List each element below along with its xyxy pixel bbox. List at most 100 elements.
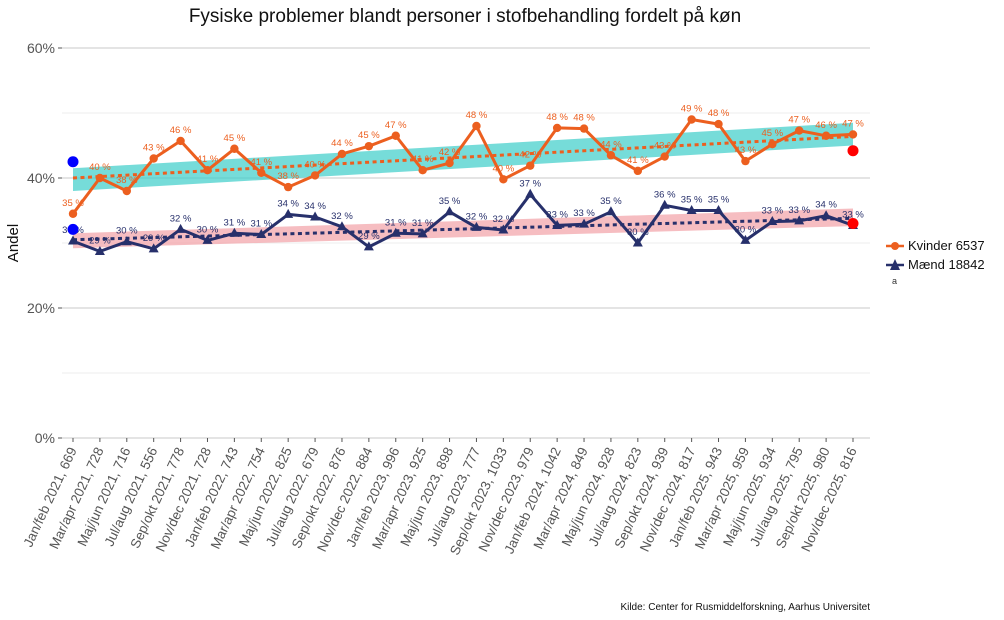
data-label-0-19: 48 % [573,113,595,124]
data-label-1-13: 31 % [412,218,434,229]
point-0-11 [364,141,374,151]
point-0-7 [257,168,266,177]
data-label-1-26: 33 % [761,206,783,217]
data-label-1-19: 33 % [573,208,595,219]
y-tick-label-0: 0% [35,430,55,446]
point-1-1 [94,245,105,255]
point-0-20 [606,151,616,160]
data-label-0-16: 40 % [493,163,515,174]
source-note: Kilde: Center for Rusmiddelforskning, Aa… [620,602,870,613]
point-0-15 [472,121,481,131]
point-0-5 [203,166,212,175]
data-label-0-24: 48 % [708,108,730,119]
legend-label-kvinder: Kvinder 6537 [908,238,985,253]
point-1-13 [417,228,428,238]
data-label-0-0: 35 % [62,198,84,209]
point-1-20 [605,206,616,216]
data-label-1-12: 31 % [385,217,407,228]
point-1-16 [498,224,509,234]
legend-note: a [892,276,898,286]
y-tick-label-20: 20% [27,300,55,316]
data-label-1-2: 30 % [116,226,138,237]
point-0-1 [95,173,105,183]
y-tick-label-40: 40% [27,170,55,186]
trend-lines [72,134,854,242]
point-1-22 [659,199,670,209]
data-label-1-25: 30 % [735,224,757,235]
legend-circle-icon [886,241,904,250]
grid-lines [62,47,870,439]
point-1-7 [256,229,267,239]
point-0-8 [283,182,293,192]
data-label-1-17: 37 % [519,178,541,189]
data-label-1-4: 32 % [170,213,192,224]
highlight-point-3 [847,218,859,229]
point-1-18 [552,219,563,229]
data-label-1-1: 29 % [89,235,111,246]
data-label-1-23: 35 % [681,195,703,206]
highlight-points [67,145,859,235]
data-label-0-23: 49 % [681,104,703,115]
data-label-0-29: 47 % [842,118,864,129]
point-1-3 [148,243,159,253]
data-label-0-10: 44 % [331,138,353,149]
point-0-3 [149,154,158,163]
point-1-23 [686,205,697,214]
point-0-18 [552,123,562,133]
highlight-point-2 [847,145,859,157]
point-1-19 [579,218,590,228]
data-label-1-27: 33 % [788,205,810,216]
data-label-0-8: 38 % [277,171,299,182]
point-0-21 [633,166,643,176]
point-1-9 [310,211,321,221]
series-lines [71,118,854,253]
point-0-19 [579,124,589,133]
data-label-0-26: 45 % [761,128,783,139]
point-0-23 [687,115,696,124]
point-0-29 [848,130,858,139]
point-0-9 [310,171,320,180]
point-1-15 [471,221,482,231]
data-label-1-3: 29 % [143,233,165,244]
point-0-17 [526,161,535,170]
point-1-10 [336,221,347,231]
point-0-0 [68,209,78,218]
point-1-11 [363,241,374,251]
data-label-0-13: 41 % [412,154,434,165]
data-label-1-7: 31 % [250,219,272,230]
legend-item-kvinder: Kvinder 6537 [886,236,985,255]
point-0-13 [418,166,427,175]
point-1-25 [740,234,751,244]
point-1-5 [202,234,213,244]
data-label-1-18: 33 % [546,209,568,220]
point-0-24 [714,119,723,129]
point-0-6 [230,144,239,153]
point-1-6 [229,227,240,237]
data-label-0-9: 40 % [304,159,326,170]
point-0-22 [660,152,669,161]
data-label-1-15: 32 % [466,211,488,222]
data-label-0-11: 45 % [358,130,380,141]
point-1-12 [390,227,401,237]
point-0-28 [821,131,831,140]
legend-triangle-icon [886,258,904,270]
series-line-1 [72,192,854,253]
data-label-1-28: 34 % [815,200,837,211]
data-label-1-21: 30 % [627,227,649,238]
point-1-4 [175,223,186,233]
trend-line-0 [72,134,854,180]
point-1-24 [713,205,724,214]
data-label-1-9: 34 % [304,201,326,212]
data-label-0-12: 47 % [385,120,407,131]
point-0-4 [176,136,185,146]
series-line-0 [71,118,854,215]
point-1-2 [121,236,132,246]
data-label-0-18: 48 % [546,112,568,123]
data-label-1-8: 34 % [277,198,299,209]
point-1-27 [794,215,805,225]
point-0-26 [768,140,777,149]
point-1-14 [444,206,455,216]
data-label-0-28: 46 % [815,120,837,131]
